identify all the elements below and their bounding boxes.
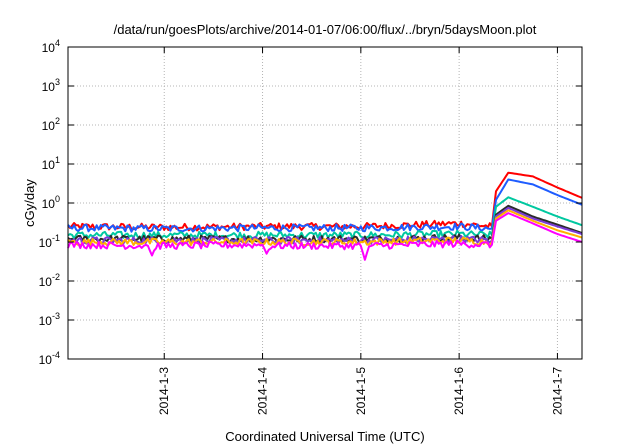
series-line-3 [67, 196, 583, 240]
chart-title: /data/run/goesPlots/archive/2014-01-07/0… [114, 22, 537, 37]
y-tick-label: 10-2 [39, 272, 60, 289]
plot-frame [67, 46, 583, 360]
x-tick-label: 2014-1-4 [256, 367, 270, 415]
y-tick-label: 10-4 [39, 350, 60, 367]
x-tick-label: 2014-1-6 [452, 367, 466, 415]
x-tick-label: 2014-1-3 [157, 367, 171, 415]
y-axis-label: cGy/day [22, 179, 37, 227]
x-tick-label: 2014-1-7 [550, 367, 564, 415]
y-tick-label: 104 [42, 38, 60, 55]
x-axis-label: Coordinated Universal Time (UTC) [225, 429, 424, 444]
series-group [67, 171, 583, 261]
series-line-2 [67, 178, 583, 233]
y-tick-label: 102 [42, 116, 60, 133]
grid [68, 47, 582, 359]
series-line-7 [67, 212, 583, 261]
series-line-6 [67, 209, 583, 247]
y-tick-label: 101 [42, 155, 60, 172]
x-ticks: 2014-1-3 2014-1-4 2014-1-5 2014-1-6 2014-1-7 [157, 47, 564, 415]
y-tick-label: 103 [42, 77, 60, 94]
y-tick-label: 10-1 [39, 233, 60, 250]
x-tick-label: 2014-1-5 [354, 367, 368, 415]
y-ticks: 10-4 10-3 10-2 10-1 100 101 102 103 104 [39, 38, 582, 367]
y-tick-label: 10-3 [39, 311, 60, 328]
series-line-4 [67, 204, 583, 244]
y-tick-label: 100 [42, 194, 60, 211]
series-line-1 [67, 171, 583, 232]
